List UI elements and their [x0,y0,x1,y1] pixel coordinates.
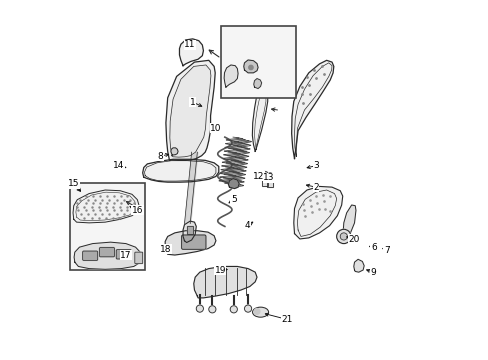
Text: 4: 4 [244,221,250,230]
FancyBboxPatch shape [70,183,145,270]
FancyBboxPatch shape [82,251,98,260]
Text: 21: 21 [281,315,292,324]
Circle shape [196,305,203,312]
Polygon shape [142,159,218,182]
Text: 6: 6 [370,243,376,252]
Text: 20: 20 [348,235,360,244]
Circle shape [340,233,346,240]
Polygon shape [293,186,342,239]
Text: 11: 11 [184,40,196,49]
Bar [186,226,193,234]
Circle shape [208,306,216,313]
Polygon shape [171,148,178,155]
Polygon shape [343,205,355,242]
Polygon shape [193,266,257,298]
Polygon shape [74,242,141,269]
FancyBboxPatch shape [221,26,296,98]
Text: 18: 18 [160,245,171,254]
FancyBboxPatch shape [116,249,131,259]
Polygon shape [224,65,238,87]
Polygon shape [244,60,258,73]
Polygon shape [291,60,333,158]
Text: 14: 14 [113,161,124,170]
Polygon shape [253,78,261,89]
FancyBboxPatch shape [135,252,142,264]
Circle shape [262,171,267,177]
Text: 19: 19 [214,266,225,275]
Circle shape [248,65,253,69]
Text: 3: 3 [312,161,318,170]
Text: 16: 16 [131,206,143,215]
Bar [186,226,193,234]
Circle shape [230,306,237,313]
Polygon shape [169,65,210,157]
Polygon shape [353,259,364,272]
Text: 5: 5 [230,195,236,204]
Circle shape [254,309,259,314]
FancyBboxPatch shape [99,248,114,257]
Text: 10: 10 [210,124,221,133]
Circle shape [267,173,272,179]
Text: 7: 7 [383,246,389,255]
Polygon shape [165,231,216,255]
Polygon shape [165,60,215,160]
Bar [267,174,272,187]
Text: 15: 15 [68,179,80,188]
Text: 9: 9 [369,268,375,277]
Bar [262,173,267,186]
Polygon shape [183,221,196,243]
Ellipse shape [252,307,268,317]
Circle shape [336,229,350,244]
Polygon shape [73,190,139,223]
Text: 1: 1 [189,98,195,107]
Polygon shape [228,179,239,189]
Text: 13: 13 [263,174,274,183]
Bar [267,174,272,187]
Circle shape [244,305,251,312]
FancyBboxPatch shape [181,235,205,249]
Text: 2: 2 [312,183,318,192]
Polygon shape [252,87,267,152]
Polygon shape [179,39,203,66]
Text: 12: 12 [253,172,264,181]
Text: 17: 17 [120,251,131,260]
Bar [262,173,267,186]
Text: 8: 8 [157,152,163,161]
